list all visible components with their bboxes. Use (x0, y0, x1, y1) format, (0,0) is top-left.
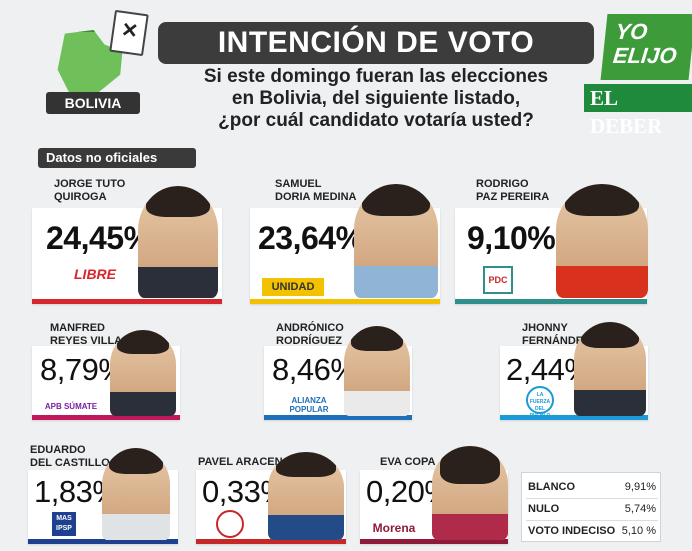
candidate-percent: 24,45% (46, 220, 152, 256)
party-logo-libre: LIBRE (74, 266, 116, 282)
candidate-name: JORGE TUTO QUIROGA (54, 178, 126, 203)
party-logo-mas: MAS IPSP (52, 512, 76, 536)
question-line: Si este domingo fueran las elecciones (203, 66, 549, 87)
unofficial-badge: Datos no oficiales (38, 148, 196, 168)
candidate-photo (102, 448, 170, 540)
divider (526, 520, 658, 521)
candidate-photo (110, 330, 176, 416)
bolivia-map-icon: ✕ (46, 9, 149, 104)
party-logo-unidad: UNIDAD (262, 278, 324, 296)
other-vote-label: VOTO INDECISO (528, 525, 616, 537)
other-vote-value: 5,74% (624, 503, 656, 515)
candidate-color-bar (196, 539, 346, 544)
candidate-name: SAMUEL DORIA MEDINA (275, 178, 357, 203)
candidate-color-bar (250, 299, 440, 304)
page-title: INTENCIÓN DE VOTO (158, 22, 594, 64)
candidate-name: ANDRÓNICO RODRÍGUEZ (276, 322, 344, 347)
candidate-color-bar (32, 299, 222, 304)
other-vote-label: BLANCO (528, 481, 576, 493)
candidate-color-bar (32, 415, 180, 420)
logo-text-elijo: ELIJO (611, 43, 678, 68)
candidate-name: MANFRED REYES VILLA (50, 322, 123, 347)
party-logo-pdc: PDC (483, 266, 513, 294)
candidate-color-bar (264, 415, 412, 420)
question-line: en Bolivia, del siguiente listado, (231, 88, 521, 109)
candidate-name: JHONNY FERNÁNDEZ (522, 322, 590, 347)
candidate-photo (574, 322, 646, 416)
candidate-name: EVA COPA (380, 456, 436, 468)
candidate-percent: 9,10% (467, 220, 556, 256)
logo-text-yo: YO (614, 19, 649, 44)
other-vote-label: NULO (528, 503, 560, 515)
ballot-box-icon: ✕ (109, 9, 149, 57)
survey-question: Si este domingo fueran las elecciones en… (150, 66, 602, 132)
candidate-color-bar (455, 299, 647, 304)
other-votes-table: BLANCO 9,91% NULO 5,74% VOTO INDECISO 5,… (521, 472, 661, 542)
other-vote-value: 9,91% (624, 481, 656, 493)
candidate-color-bar (28, 539, 178, 544)
el-deber-logo: EL DEBER (584, 84, 692, 138)
candidate-color-bar (360, 539, 508, 544)
candidate-photo (432, 446, 508, 540)
other-vote-row: NULO 5,74% (528, 499, 656, 519)
other-vote-row: VOTO INDECISO 5,10 % (528, 521, 656, 541)
candidate-photo (556, 184, 648, 298)
candidate-photo (354, 184, 438, 298)
candidate-name: PAVEL ARACENA (198, 456, 291, 468)
party-logo-alianza-popular: ALIANZA POPULAR (289, 396, 329, 414)
other-vote-row: BLANCO 9,91% (528, 477, 656, 497)
party-logo-morena: Morena (372, 521, 416, 535)
candidate-color-bar (500, 415, 648, 420)
candidate-photo (268, 452, 344, 540)
party-logo-aracena (216, 510, 244, 538)
divider (526, 498, 658, 499)
party-logo-sumate: APB SÚMATE (44, 402, 98, 411)
candidate-photo (344, 326, 410, 416)
region-label: BOLIVIA (46, 92, 140, 114)
candidate-percent: 23,64% (258, 220, 364, 256)
candidate-percent: 8,46% (272, 352, 358, 387)
question-line: ¿por cuál candidato votaría usted? (218, 110, 534, 131)
other-vote-value: 5,10 % (621, 525, 656, 537)
yo-elijo-logo: YO ELIJO (600, 14, 692, 80)
candidate-photo (138, 186, 218, 298)
candidate-name: EDUARDO DEL CASTILLO (30, 444, 110, 469)
party-logo-fuerza-pueblo: LA FUERZA DEL PUEBLO (526, 386, 554, 419)
candidate-name: RODRIGO PAZ PEREIRA (476, 178, 550, 203)
